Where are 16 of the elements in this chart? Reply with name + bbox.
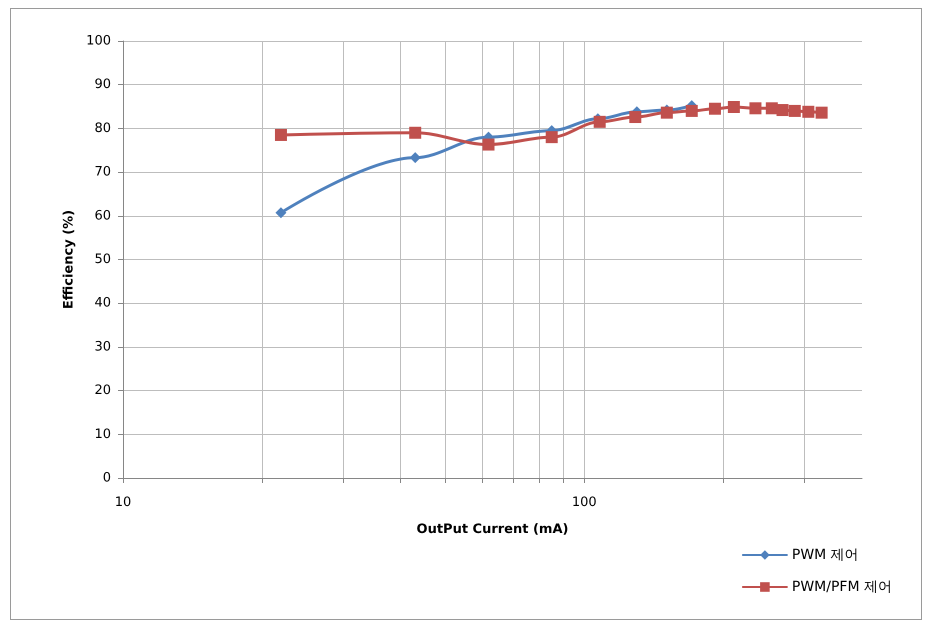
y-tick-label: 30: [94, 339, 111, 354]
x-axis-title: OutPut Current (mA): [416, 522, 568, 537]
y-tick-label: 70: [94, 164, 111, 180]
legend-label: PWM/PFM 제어: [792, 579, 892, 595]
y-tick-label: 50: [94, 252, 111, 267]
y-axis-title: Efficiency (%): [61, 210, 76, 310]
chart-frame: Efficiency (%) OutPut Current (mA) 0 10 20 30 40 50 60 70 80 90 100 10 100 PWM 제어 PWM/PFM 제어: [10, 8, 922, 620]
y-tick-label: 10: [94, 426, 111, 442]
y-tick-label: 90: [94, 77, 111, 92]
y-tick-label: 0: [102, 470, 111, 486]
y-tick-label: 40: [94, 296, 111, 311]
legend-label: PWM 제어: [792, 547, 859, 563]
y-tick-label: 80: [94, 120, 111, 136]
y-tick-label: 60: [94, 208, 111, 224]
y-tick-label: 20: [94, 383, 111, 398]
y-tick-label: 100: [86, 34, 111, 48]
